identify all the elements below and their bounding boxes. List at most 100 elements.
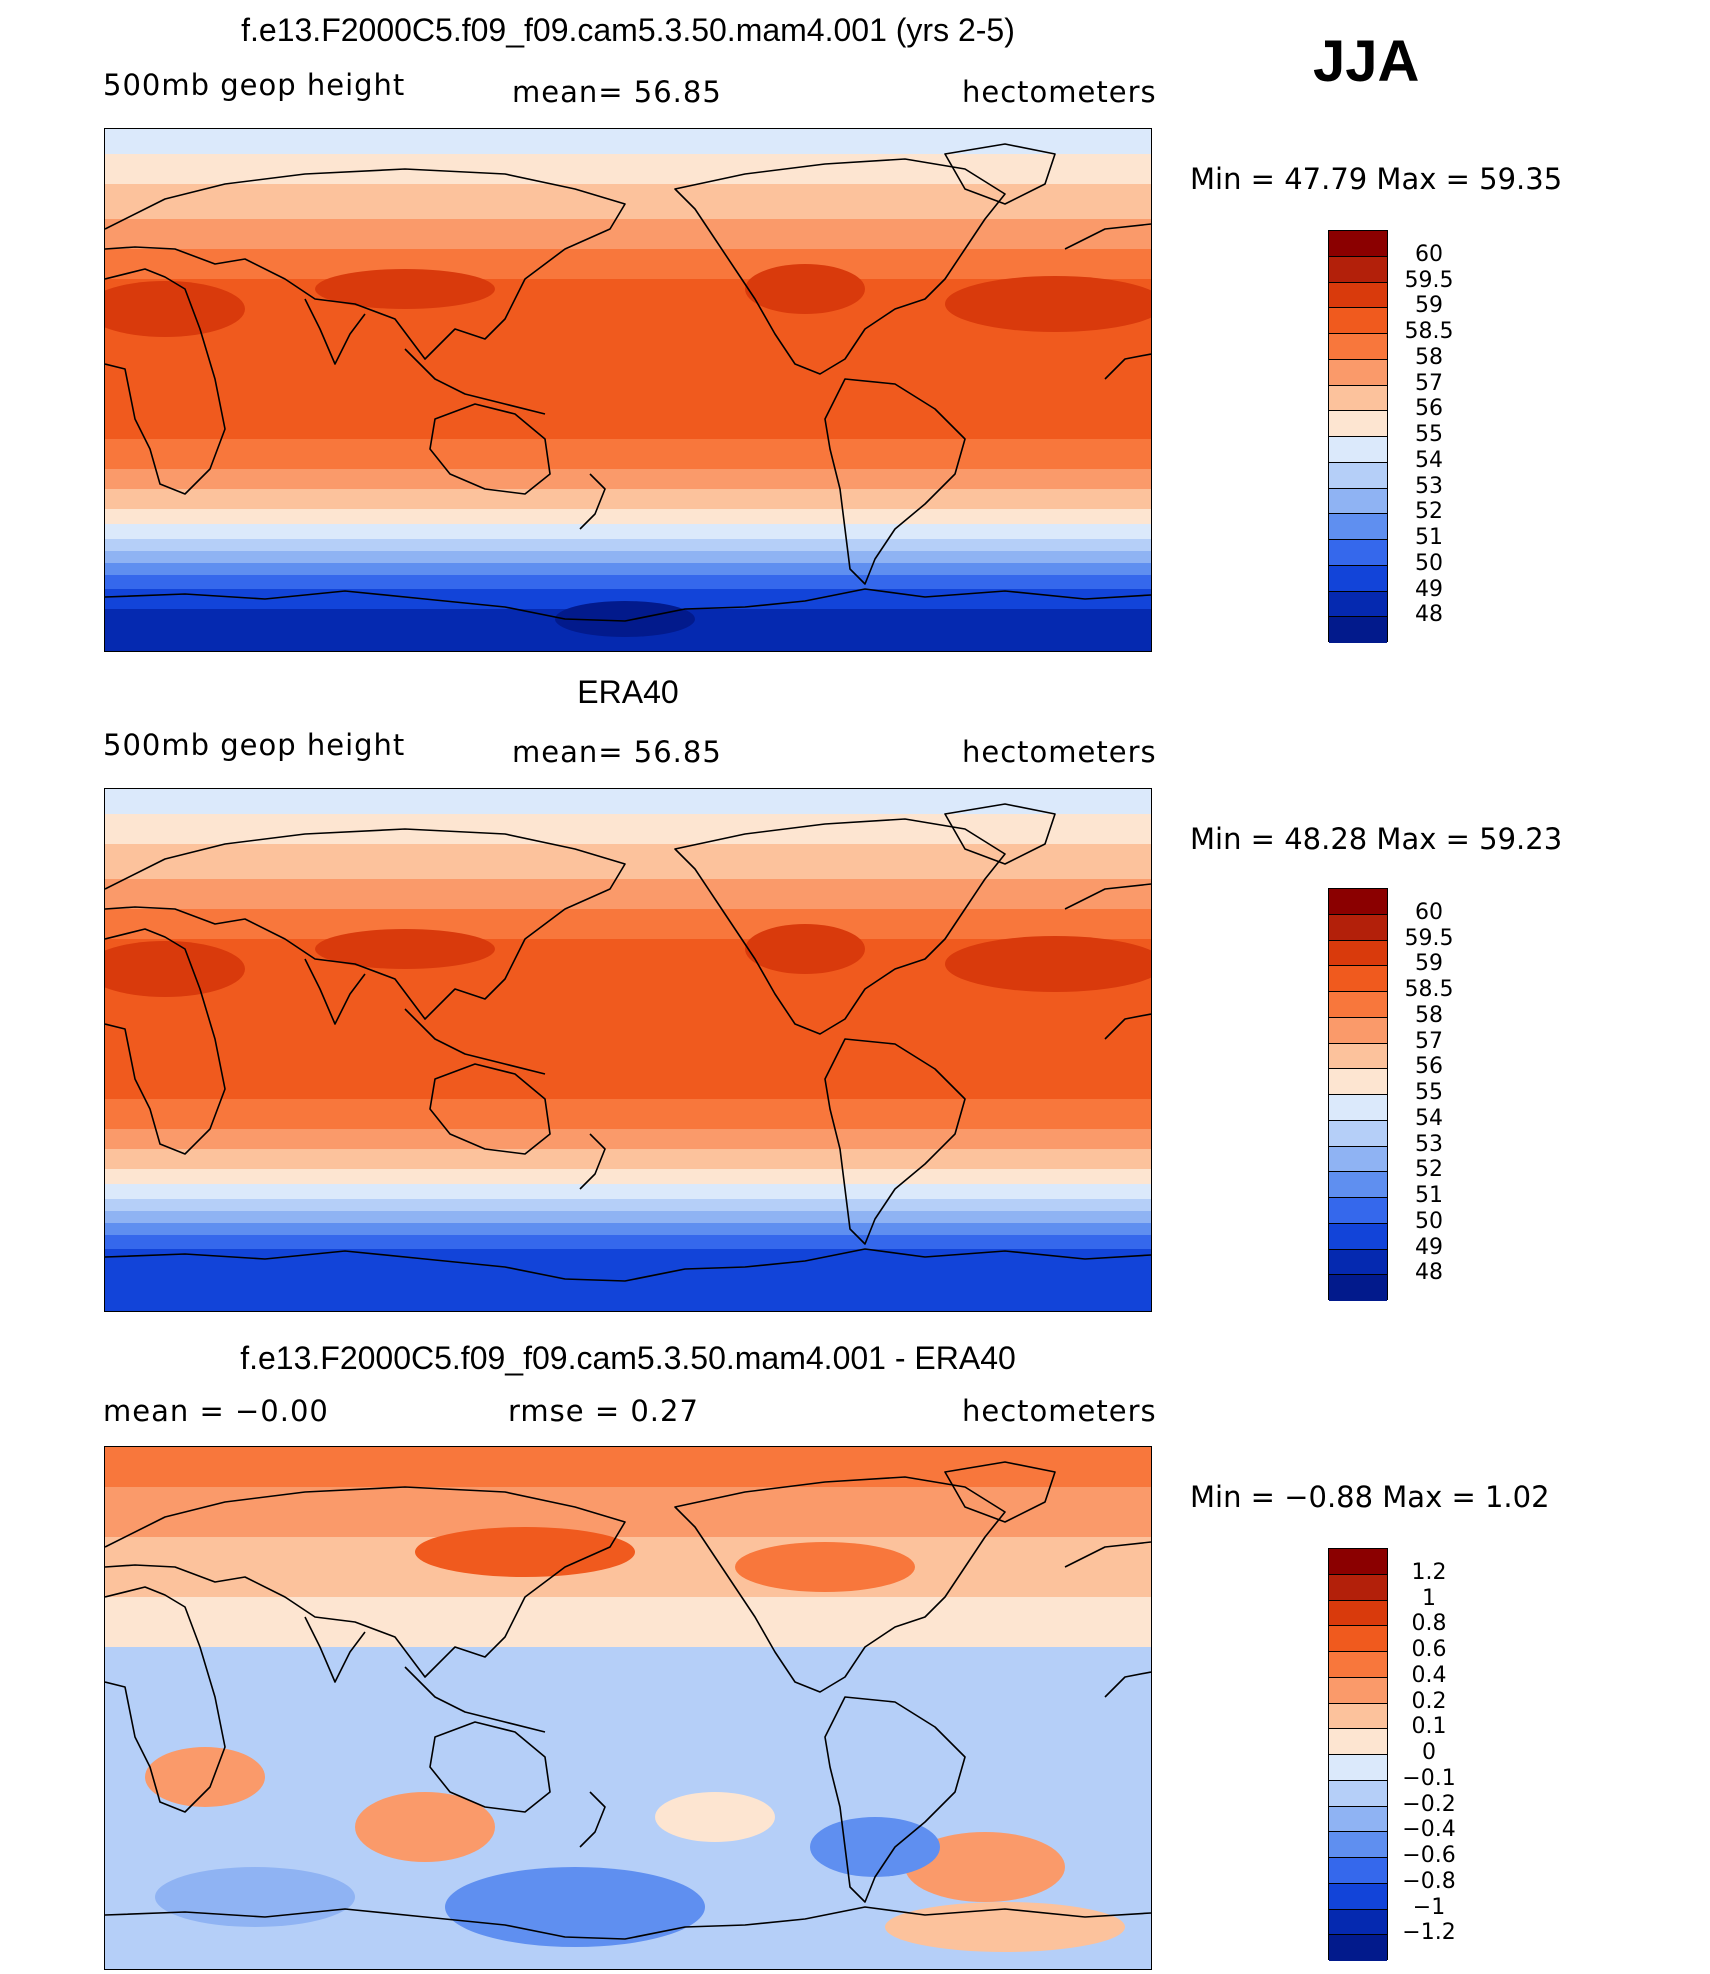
polar-low [555,601,695,637]
colorbar-tick-label: 52 [1415,499,1443,525]
latitude-band [105,469,1151,489]
latitude-band [105,1149,1151,1169]
panel-3-title: f.e13.F2000C5.f09_f09.cam5.3.50.mam4.001… [240,1340,1016,1376]
north-america-coastline [674,1476,1006,1693]
antarctica-coastline [105,1248,1151,1282]
colorbar-tick-label: 53 [1415,473,1443,499]
panel-1-variable-label: 500mb geop height [103,68,406,102]
colorbar-swatch [1329,385,1387,412]
colorbar-tick-label: 59 [1415,293,1443,319]
colorbar-tick-label: 60 [1415,241,1443,267]
latitude-band [105,879,1151,909]
panel-1-colorbar-boxes [1328,230,1388,643]
panel-1-title: f.e13.F2000C5.f09_f09.cam5.3.50.mam4.001… [241,12,1015,48]
europe-asia-coastline [105,828,626,1020]
colorbar-tick-label: 0.1 [1411,1714,1447,1740]
latitude-band [105,563,1151,575]
panel-2-title: ERA40 [577,674,679,710]
new-zealand-coastline [579,1791,606,1848]
colorbar-swatch [1329,1249,1387,1276]
greenland-coastline [944,143,1056,205]
colorbar-swatch [1329,1549,1387,1575]
negative-anomaly [445,1867,705,1947]
colorbar-tick-label: 0.8 [1411,1611,1447,1637]
colorbar-swatch [1329,462,1387,489]
latitude-band [105,844,1151,879]
colorbar-swatch [1329,1935,1387,1961]
panel-1-units-label: hectometers [962,75,1157,109]
panel-3-colorbar: 1.2 1 0.8 0.6 0.4 0.2 0.1 0 −0.1 −0.2 −0.4 −0.6 −0.8… [1328,1548,1456,1961]
latitude-band [105,1129,1151,1149]
colorbar-tick-label: 50 [1415,550,1443,576]
colorbar-swatch [1329,591,1387,618]
latitude-band [105,509,1151,524]
colorbar-swatch [1329,1703,1387,1730]
latitude-band [105,814,1151,844]
panel-3-rmse-label: rmse = 0.27 [508,1394,699,1428]
latitude-band [105,1169,1151,1184]
colorbar-swatch [1329,1626,1387,1652]
colorbar-swatch [1329,1198,1387,1224]
colorbar-tick-label: 0.4 [1411,1662,1447,1688]
positive-anomaly [415,1527,635,1577]
australia-coastline [429,403,551,495]
colorbar-swatch [1329,1574,1387,1601]
colorbar-tick-label: 53 [1415,1131,1443,1157]
colorbar-tick-label: −0.8 [1402,1868,1456,1894]
colorbar-tick-label: −1.2 [1402,1920,1456,1946]
africa-coastline [105,268,226,495]
colorbar-swatch [1329,1223,1387,1250]
latitude-band [105,1199,1151,1211]
india-coastline [304,958,366,1025]
colorbar-tick-label: 50 [1415,1208,1443,1234]
antarctica-coastline [105,1906,1151,1940]
colorbar-tick-label: −0.6 [1402,1843,1456,1868]
subtropical-high [315,269,495,309]
high-lat-band [105,1487,1151,1537]
colorbar-swatch [1329,488,1387,515]
maritime-coastline [404,348,546,415]
colorbar-swatch [1329,1275,1387,1301]
panel-3-min-max: Min = −0.88 Max = 1.02 [1190,1480,1550,1514]
panel-3-units-label: hectometers [962,1394,1157,1428]
colorbar-swatch [1329,889,1387,915]
colorbar-swatch [1329,256,1387,283]
panel-2-map-svg [105,789,1151,1311]
subtropical-high [745,264,865,314]
colorbar-swatch [1329,1832,1387,1858]
colorbar-swatch [1329,411,1387,437]
colorbar-swatch [1329,1806,1387,1833]
subtropic-band [105,1597,1151,1647]
colorbar-swatch [1329,334,1387,360]
latitude-band [105,1211,1151,1223]
colorbar-swatch [1329,437,1387,463]
greenland-coastline [944,1461,1056,1523]
latitude-band [105,249,1151,279]
subtropical-high [945,276,1151,332]
south-america-coastline [824,378,966,585]
colorbar-swatch [1329,1043,1387,1070]
subtropical-high [315,929,495,969]
colorbar-tick-label: 59.5 [1404,925,1454,951]
arctic-band [105,1447,1151,1487]
neutral-anomaly [655,1792,775,1842]
subtropical-high [745,924,865,974]
latitude-band [105,1099,1151,1129]
south-america-coastline [824,1696,966,1903]
colorbar-swatch [1329,914,1387,941]
colorbar-tick-label: 1.2 [1411,1559,1447,1585]
panel-3-map-svg [105,1447,1151,1969]
latitude-band [105,575,1151,589]
panel-2-colorbar: 60 59.5 59 58.5 58 57 56 55 54 53 52 51 50 49 48 [1328,888,1453,1301]
colorbar-tick-label: 58.5 [1404,319,1454,344]
colorbar-swatch [1329,940,1387,967]
europe-asia-coastline [105,1486,626,1678]
africa-coastline [105,928,226,1155]
africa-west-coastline [1104,353,1151,380]
maritime-coastline [404,1666,546,1733]
colorbar-swatch [1329,514,1387,540]
latitude-band [105,551,1151,563]
negative-anomaly [155,1867,355,1927]
panel-2-units-label: hectometers [962,735,1157,769]
colorbar-tick-label: −0.1 [1402,1765,1456,1791]
